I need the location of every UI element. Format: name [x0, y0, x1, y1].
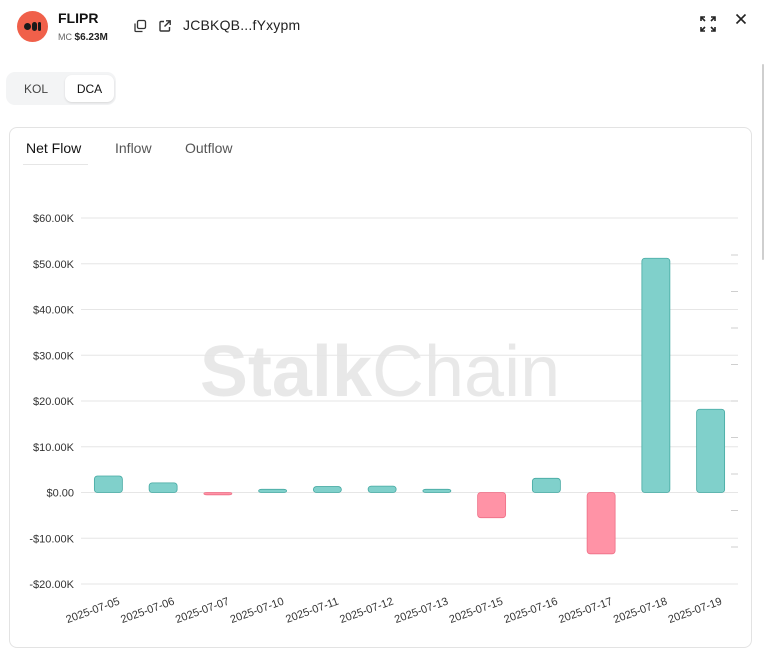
mode-toggle: KOL DCA	[6, 72, 116, 105]
bar-2025-07-06[interactable]	[148, 482, 178, 493]
watermark: StalkChain	[200, 332, 560, 412]
y-tick-label: $20.00K	[33, 396, 75, 408]
bar-2025-07-17[interactable]	[586, 492, 616, 555]
y-tick-label: $40.00K	[33, 305, 75, 317]
x-tick-label: 2025-07-07	[174, 596, 231, 627]
token-name: FLIPR	[58, 10, 99, 26]
x-tick-label: 2025-07-16	[502, 596, 559, 627]
market-cap: MC $6.23M	[58, 32, 108, 43]
y-tick-label: -$10.00K	[29, 533, 74, 545]
tab-underline	[23, 164, 88, 165]
y-tick-label: $0.00	[46, 488, 74, 500]
bar-2025-07-18[interactable]	[641, 257, 671, 493]
bar-2025-07-05[interactable]	[93, 475, 123, 493]
bar-2025-07-15[interactable]	[477, 492, 507, 519]
flow-chart-panel: Net Flow Inflow Outflow	[9, 127, 752, 648]
token-header: FLIPR MC $6.23M JCBKQB...fYxypm	[0, 0, 764, 60]
x-tick-label: 2025-07-10	[229, 596, 286, 627]
bar-2025-07-11[interactable]	[312, 486, 342, 493]
mode-dca-button[interactable]: DCA	[65, 75, 114, 102]
y-tick-label: $60.00K	[33, 213, 75, 225]
bar-2025-07-07[interactable]	[203, 492, 233, 496]
close-icon[interactable]	[732, 10, 750, 28]
scrollbar[interactable]	[762, 64, 764, 260]
y-tick-label: $10.00K	[33, 442, 75, 454]
y-tick-label: $50.00K	[33, 259, 75, 271]
x-tick-label: 2025-07-13	[393, 596, 450, 627]
bar-2025-07-16[interactable]	[531, 477, 561, 493]
tab-net-flow[interactable]: Net Flow	[26, 140, 82, 156]
copy-icon[interactable]	[131, 17, 149, 35]
token-address[interactable]: JCBKQB...fYxypm	[183, 17, 301, 33]
watermark-light: Chain	[372, 332, 560, 412]
bar-2025-07-10[interactable]	[258, 488, 288, 493]
x-tick-label: 2025-07-18	[612, 596, 669, 627]
x-tick-label: 2025-07-15	[448, 596, 505, 627]
tab-outflow[interactable]: Outflow	[185, 140, 233, 156]
x-tick-label: 2025-07-19	[667, 596, 724, 627]
bar-2025-07-12[interactable]	[367, 485, 397, 493]
y-tick-label: $30.00K	[33, 350, 75, 362]
market-cap-value: $6.23M	[74, 32, 108, 43]
x-tick-label: 2025-07-05	[64, 596, 121, 627]
y-tick-label: -$20.00K	[29, 579, 74, 591]
expand-icon[interactable]	[699, 15, 717, 33]
x-tick-label: 2025-07-06	[119, 596, 176, 627]
x-tick-label: 2025-07-11	[284, 596, 340, 626]
bar-2025-07-19[interactable]	[696, 408, 726, 493]
external-link-icon[interactable]	[156, 17, 174, 35]
token-logo	[17, 11, 48, 42]
mode-kol-button[interactable]: KOL	[23, 81, 48, 96]
market-cap-label: MC	[58, 32, 72, 42]
x-tick-label: 2025-07-17	[557, 596, 614, 627]
bar-2025-07-13[interactable]	[422, 488, 452, 493]
tab-inflow[interactable]: Inflow	[115, 140, 152, 156]
x-tick-label: 2025-07-12	[338, 596, 395, 627]
watermark-bold: Stalk	[200, 332, 373, 412]
